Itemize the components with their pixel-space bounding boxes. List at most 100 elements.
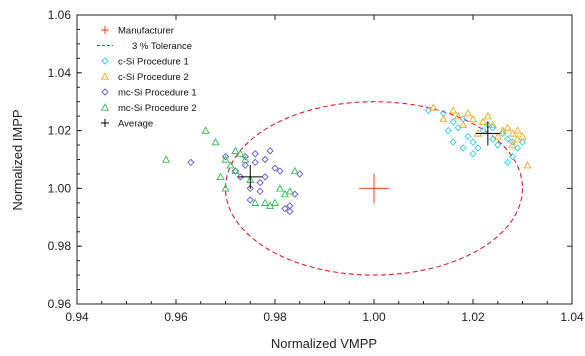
csi2-point <box>459 120 468 128</box>
legend-label-csi1: c-Si Procedure 1 <box>118 57 189 68</box>
mcsi1-point <box>276 167 284 175</box>
mcsi2-point <box>221 155 230 163</box>
x-axis-label: Normalized VMPP <box>271 336 377 351</box>
mcsi1-point <box>241 161 249 169</box>
mcsi1-point <box>261 155 269 164</box>
mcsi1-point <box>286 202 294 210</box>
legend-marker-mcsi2 <box>100 103 110 111</box>
x-tick-label: 0.94 <box>65 310 89 324</box>
mcsi1-point <box>271 164 279 172</box>
mcsi1-point <box>256 178 264 187</box>
manufacturer-point <box>359 173 389 204</box>
x-tick-label: 1.02 <box>461 310 485 324</box>
mcsi1-point <box>187 158 195 167</box>
legend-label-manufacturer: Manufacturer <box>118 26 174 37</box>
csi2-point <box>454 111 463 120</box>
y-tick-label: 0.96 <box>48 297 72 311</box>
legend-item-mcsi2: mc-Si Procedure 2 <box>100 103 197 114</box>
csi2-point <box>468 114 478 123</box>
x-tick-label: 1.04 <box>560 310 584 324</box>
legend-label-mcsi1: mc-Si Procedure 1 <box>118 88 197 99</box>
mcsi2-point <box>285 187 294 195</box>
csi1-point <box>504 135 512 143</box>
legend-marker-csi1 <box>101 57 109 65</box>
csi1-point <box>494 141 502 149</box>
mcsi2-point <box>275 184 285 192</box>
csi2-point <box>513 126 522 134</box>
csi1-point <box>469 138 477 146</box>
mcsi1-point <box>246 196 254 204</box>
y-tick-label: 1.06 <box>48 8 72 22</box>
x-tick-label: 1.00 <box>362 310 386 324</box>
mcsi2-point <box>270 198 280 206</box>
legend-marker-average <box>101 119 109 127</box>
legend-marker-manufacturer <box>101 26 109 34</box>
csi1-point <box>474 144 482 152</box>
mcsi1-point <box>251 150 259 158</box>
mcsi2-point <box>211 137 220 146</box>
y-tick-label: 1.00 <box>48 181 72 195</box>
csi1-point <box>449 138 457 146</box>
csi1-point <box>489 124 497 132</box>
csi2-point <box>513 135 522 143</box>
y-tick-label: 1.02 <box>48 124 72 138</box>
x-tick-label: 0.98 <box>263 310 287 324</box>
csi2-point <box>463 109 473 117</box>
mcsi1-point <box>286 207 294 216</box>
mcsi1-point <box>221 152 230 161</box>
legend-label-mcsi2: mc-Si Procedure 2 <box>118 103 197 114</box>
csi2-point <box>488 120 497 128</box>
mcsi1-point <box>256 187 264 195</box>
mcsi1-point <box>246 184 254 193</box>
csi1-point <box>504 158 512 167</box>
mcsi2-point <box>226 161 235 169</box>
legend-label-tolerance: 3 % Tolerance <box>132 41 192 52</box>
csi1-point <box>499 129 507 138</box>
csi2-point <box>449 106 458 114</box>
legend-item-csi1: c-Si Procedure 1 <box>101 57 189 68</box>
tolerance-ellipse <box>224 101 524 276</box>
mcsi1-point <box>266 147 274 155</box>
data-marks <box>162 101 532 276</box>
csi2-point <box>493 132 502 140</box>
legend-item-tolerance: 3 % Tolerance <box>97 41 192 52</box>
csi1-point <box>449 118 457 126</box>
legend-label-average: Average <box>118 119 153 130</box>
mcsi2-point <box>290 166 299 175</box>
legend-marker-mcsi1 <box>101 88 109 96</box>
csi2-point <box>503 123 512 131</box>
mcsi2-point <box>251 198 260 206</box>
csi2-point <box>478 117 487 126</box>
csi2-point <box>518 132 527 140</box>
legend-item-average: Average <box>101 119 153 130</box>
mcsi2-point <box>231 146 240 154</box>
mcsi1-point <box>281 204 289 213</box>
legend-item-mcsi1: mc-Si Procedure 1 <box>101 88 197 99</box>
mcsi1-point <box>251 158 259 167</box>
mcsi1-point <box>236 173 244 181</box>
legend-label-csi2: c-Si Procedure 2 <box>118 72 189 83</box>
csi1-point <box>508 152 517 161</box>
mcsi2-point <box>216 172 225 180</box>
csi2-point <box>439 114 448 123</box>
axis-ticks: 0.94 0.96 0.98 1.00 1.02 1.040.960.981.001.02… <box>48 8 584 324</box>
plot-area <box>76 14 573 305</box>
mcsi2-point <box>162 155 171 163</box>
csi2-point <box>508 140 517 149</box>
legend-item-manufacturer: Manufacturer <box>101 26 174 37</box>
mcsi2-point <box>261 198 270 206</box>
legend-marker-csi2 <box>100 72 110 80</box>
mcsi2-point <box>231 166 240 175</box>
y-axis-label: Normalized IMPP <box>10 109 25 210</box>
y-tick-label: 1.04 <box>48 66 72 80</box>
y-tick-label: 0.98 <box>48 239 72 253</box>
mcsi1-point <box>261 173 269 181</box>
x-tick-label: 0.96 <box>164 310 188 324</box>
csi2-point <box>523 161 532 169</box>
csi1-point <box>469 150 477 158</box>
csi1-point <box>459 144 467 152</box>
legend-item-csi2: c-Si Procedure 2 <box>100 72 189 83</box>
mcsi2-point <box>221 184 230 192</box>
mcsi2-point <box>201 126 210 134</box>
